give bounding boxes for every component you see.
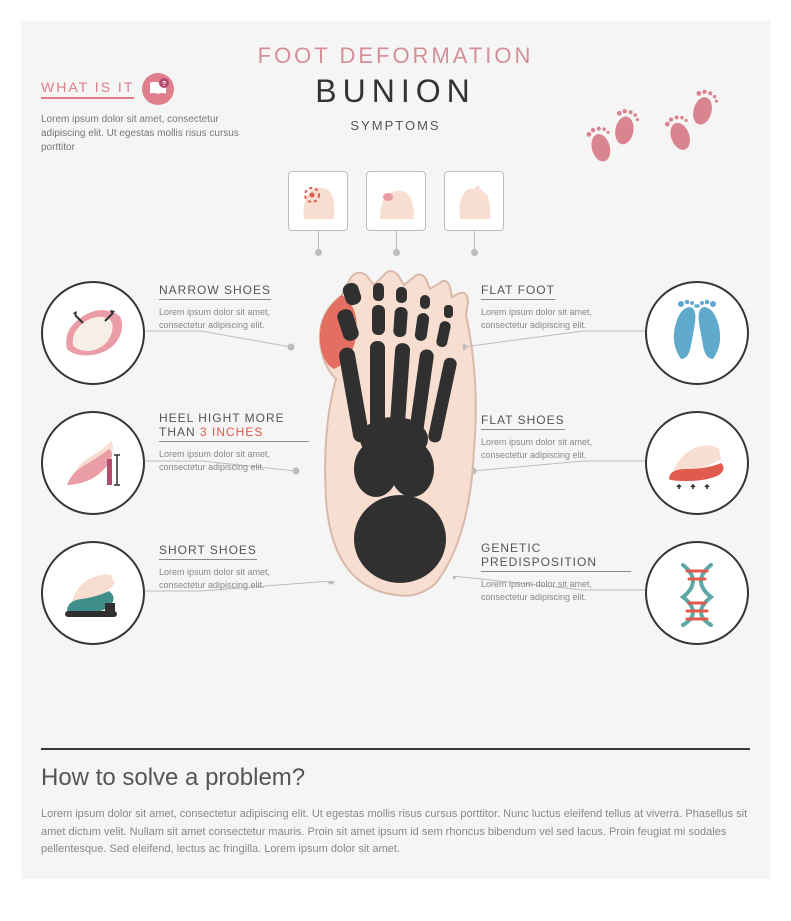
cause-body: Lorem ipsum dolor sit amet, consectetur … (481, 436, 631, 461)
solve-section: How to solve a problem? Lorem ipsum dolo… (41, 748, 750, 859)
solve-body: Lorem ipsum dolor sit amet, consectetur … (41, 806, 750, 859)
symptom-deviation (444, 171, 504, 231)
central-foot-diagram (296, 269, 496, 599)
super-title: FOOT DEFORMATION (21, 43, 770, 69)
what-is-it-body: Lorem ipsum dolor sit amet, consectetur … (41, 113, 251, 155)
cause-flat-shoes: FLAT SHOES Lorem ipsum dolor sit amet, c… (481, 411, 749, 515)
cause-narrow-shoes: NARROW SHOES Lorem ipsum dolor sit amet,… (41, 281, 309, 385)
cause-body: Lorem ipsum dolor sit amet, consectetur … (481, 578, 631, 603)
footprints-icon (576, 71, 746, 181)
infographic-canvas: FOOT DEFORMATION BUNION SYMPTOMS WHAT IS… (21, 21, 770, 879)
cause-short-shoes: SHORT SHOES Lorem ipsum dolor sit amet, … (41, 541, 309, 645)
cause-heel-height: HEEL HIGHT MORE THAN 3 INCHES Lorem ipsu… (41, 411, 309, 515)
cause-body: Lorem ipsum dolor sit amet, consectetur … (481, 306, 631, 331)
cause-flat-foot: FLAT FOOT Lorem ipsum dolor sit amet, co… (481, 281, 749, 385)
flat-foot-icon (645, 281, 749, 385)
symptom-pain-toe (288, 171, 348, 231)
book-question-icon: ? (142, 73, 174, 105)
cause-body: Lorem ipsum dolor sit amet, consectetur … (159, 448, 309, 473)
cause-label: GENETIC PREDISPOSITION (481, 541, 631, 572)
what-is-it-title: WHAT IS IT (41, 79, 134, 99)
cause-label: FLAT SHOES (481, 413, 565, 430)
svg-text:?: ? (162, 81, 166, 88)
short-shoe-icon (41, 541, 145, 645)
dna-icon (645, 541, 749, 645)
cause-label: FLAT FOOT (481, 283, 555, 300)
cause-label: NARROW SHOES (159, 283, 271, 300)
what-is-it-block: WHAT IS IT ? Lorem ipsum dolor sit amet,… (41, 73, 251, 155)
symptom-row (288, 171, 504, 231)
high-heel-icon (41, 411, 145, 515)
cause-body: Lorem ipsum dolor sit amet, consectetur … (159, 566, 309, 591)
solve-title: How to solve a problem? (41, 764, 750, 792)
flat-shoe-icon (645, 411, 749, 515)
cause-label: HEEL HIGHT MORE THAN 3 INCHES (159, 411, 309, 442)
symptom-bump-top (366, 171, 426, 231)
narrow-shoe-icon (41, 281, 145, 385)
cause-genetic: GENETIC PREDISPOSITION Lorem ipsum dolor… (481, 541, 749, 645)
cause-body: Lorem ipsum dolor sit amet, consectetur … (159, 306, 309, 331)
divider-line (41, 748, 750, 750)
cause-label: SHORT SHOES (159, 543, 257, 560)
